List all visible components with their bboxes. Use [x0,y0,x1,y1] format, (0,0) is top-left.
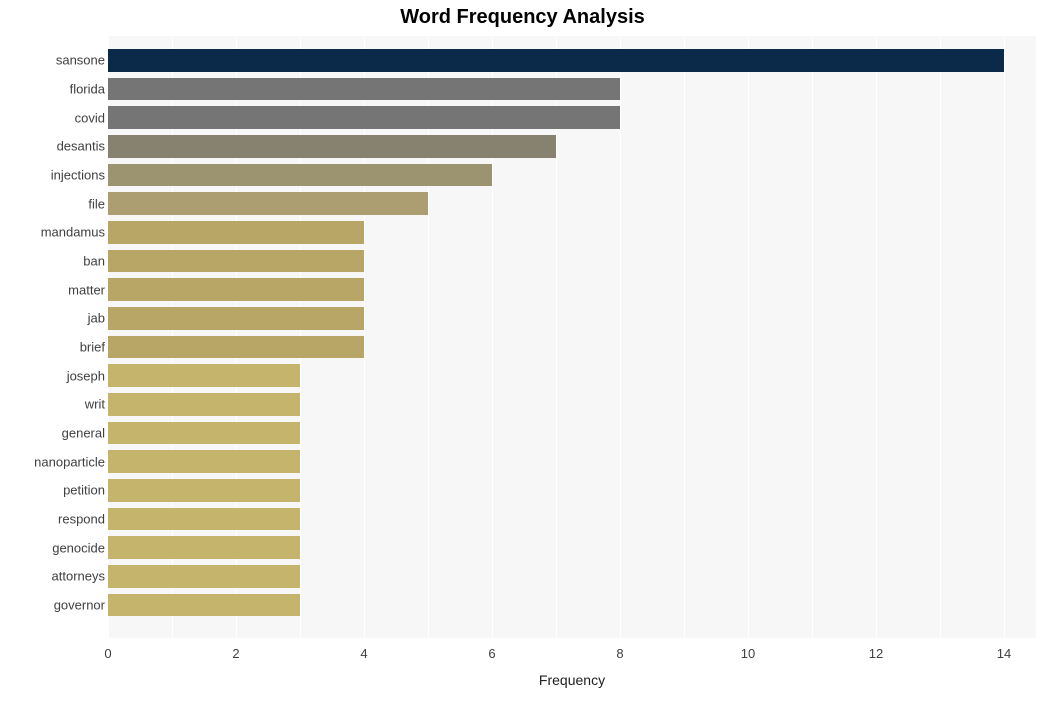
y-tick-label: matter [68,282,105,297]
y-tick-label: desantis [57,139,105,154]
x-tick-label: 10 [741,646,755,661]
y-tick-label: mandamus [41,225,105,240]
gridline [620,36,621,638]
y-tick-label: file [88,196,105,211]
x-tick-label: 12 [869,646,883,661]
y-tick-label: writ [85,397,105,412]
x-tick-label: 0 [104,646,111,661]
x-tick-label: 4 [360,646,367,661]
chart-container: Word Frequency Analysis Frequency sanson… [0,0,1045,701]
bar [108,250,364,273]
plot-area [108,36,1036,638]
chart-title: Word Frequency Analysis [0,6,1045,29]
bar [108,393,300,416]
y-tick-label: general [62,426,105,441]
y-tick-label: ban [83,254,105,269]
bar [108,78,620,101]
x-tick-label: 8 [616,646,623,661]
y-tick-label: brief [80,340,105,355]
bar [108,364,300,387]
y-tick-label: nanoparticle [34,454,105,469]
y-tick-label: jab [88,311,105,326]
bar [108,594,300,617]
bar [108,278,364,301]
y-tick-label: joseph [67,368,105,383]
bar [108,565,300,588]
bar [108,536,300,559]
y-tick-label: covid [75,110,105,125]
bar [108,508,300,531]
x-tick-label: 14 [997,646,1011,661]
bar [108,336,364,359]
gridline-minor [940,36,941,638]
y-tick-label: attorneys [52,569,105,584]
x-axis-title: Frequency [108,672,1036,688]
bar [108,307,364,330]
gridline [1004,36,1005,638]
gridline-minor [812,36,813,638]
gridline [876,36,877,638]
y-tick-label: florida [70,82,105,97]
gridline [748,36,749,638]
y-tick-label: injections [51,168,105,183]
bar [108,479,300,502]
bar [108,135,556,158]
bar [108,450,300,473]
x-tick-label: 2 [232,646,239,661]
bar [108,49,1004,72]
bar [108,221,364,244]
bar [108,164,492,187]
y-tick-label: respond [58,512,105,527]
x-tick-label: 6 [488,646,495,661]
bar [108,106,620,129]
y-tick-label: genocide [52,540,105,555]
y-tick-label: sansone [56,53,105,68]
bar [108,192,428,215]
bar [108,422,300,445]
y-tick-label: petition [63,483,105,498]
y-tick-label: governor [54,598,105,613]
gridline-minor [684,36,685,638]
